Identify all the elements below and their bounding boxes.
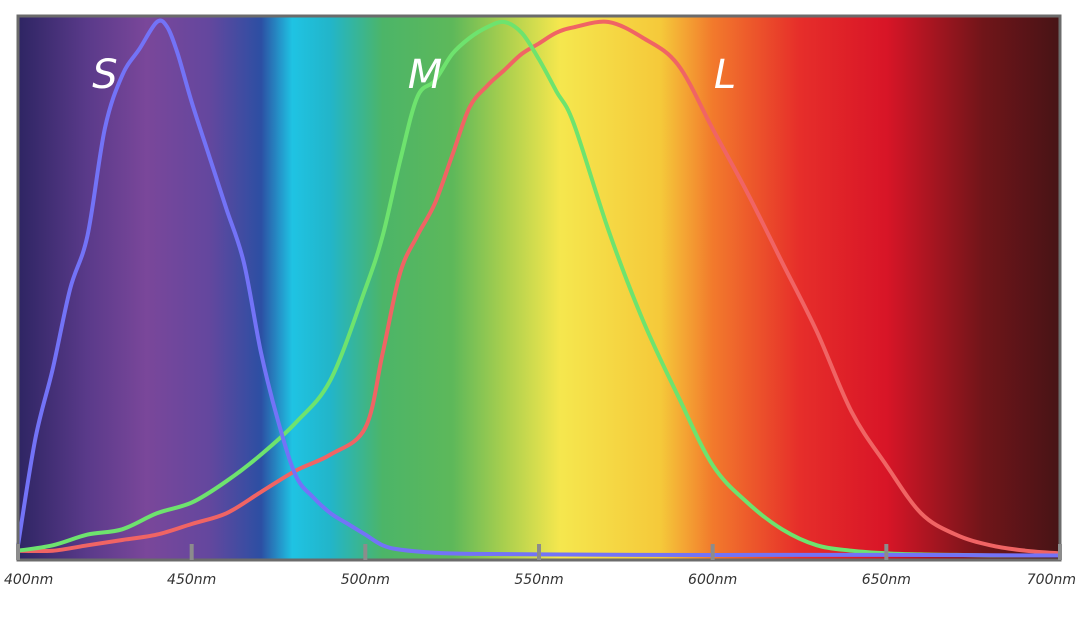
x-tick-label: 650nm (862, 572, 911, 588)
x-tick-label: 550nm (514, 572, 563, 588)
series-label-m: M (408, 52, 443, 98)
spectrum-background (18, 16, 1060, 560)
curve-l (16, 19, 1062, 556)
series-label-l: L (714, 52, 736, 98)
series-label-s: S (92, 52, 117, 98)
x-tick-label: 400nm (4, 572, 53, 588)
x-axis-tick-labels: 400nm 450nm 500nm 550nm 600nm 650nm 700nm (4, 572, 1076, 588)
curve-m (16, 19, 1062, 558)
x-tick-label: 700nm (1027, 572, 1076, 588)
x-axis-ticks (16, 544, 1062, 560)
x-tick-label: 600nm (688, 572, 737, 588)
x-tick-label: 450nm (167, 572, 216, 588)
x-tick-label: 500nm (341, 572, 390, 588)
